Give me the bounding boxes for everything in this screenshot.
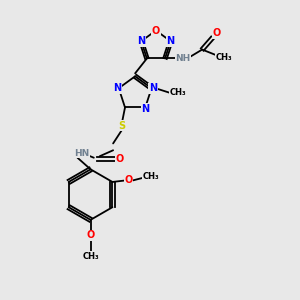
Text: O: O — [86, 230, 95, 240]
Text: N: N — [167, 36, 175, 46]
Text: NH: NH — [175, 54, 190, 63]
Text: CH₃: CH₃ — [169, 88, 186, 97]
Text: S: S — [118, 121, 126, 131]
Text: N: N — [149, 83, 157, 93]
Text: HN: HN — [74, 149, 89, 158]
Text: N: N — [141, 104, 149, 114]
Text: CH₃: CH₃ — [82, 252, 99, 261]
Text: CH₃: CH₃ — [143, 172, 159, 181]
Text: O: O — [212, 28, 220, 38]
Text: O: O — [125, 176, 133, 185]
Text: CH₃: CH₃ — [215, 53, 232, 62]
Text: O: O — [116, 154, 124, 164]
Text: N: N — [113, 83, 121, 93]
Text: N: N — [137, 36, 145, 46]
Text: O: O — [152, 26, 160, 35]
